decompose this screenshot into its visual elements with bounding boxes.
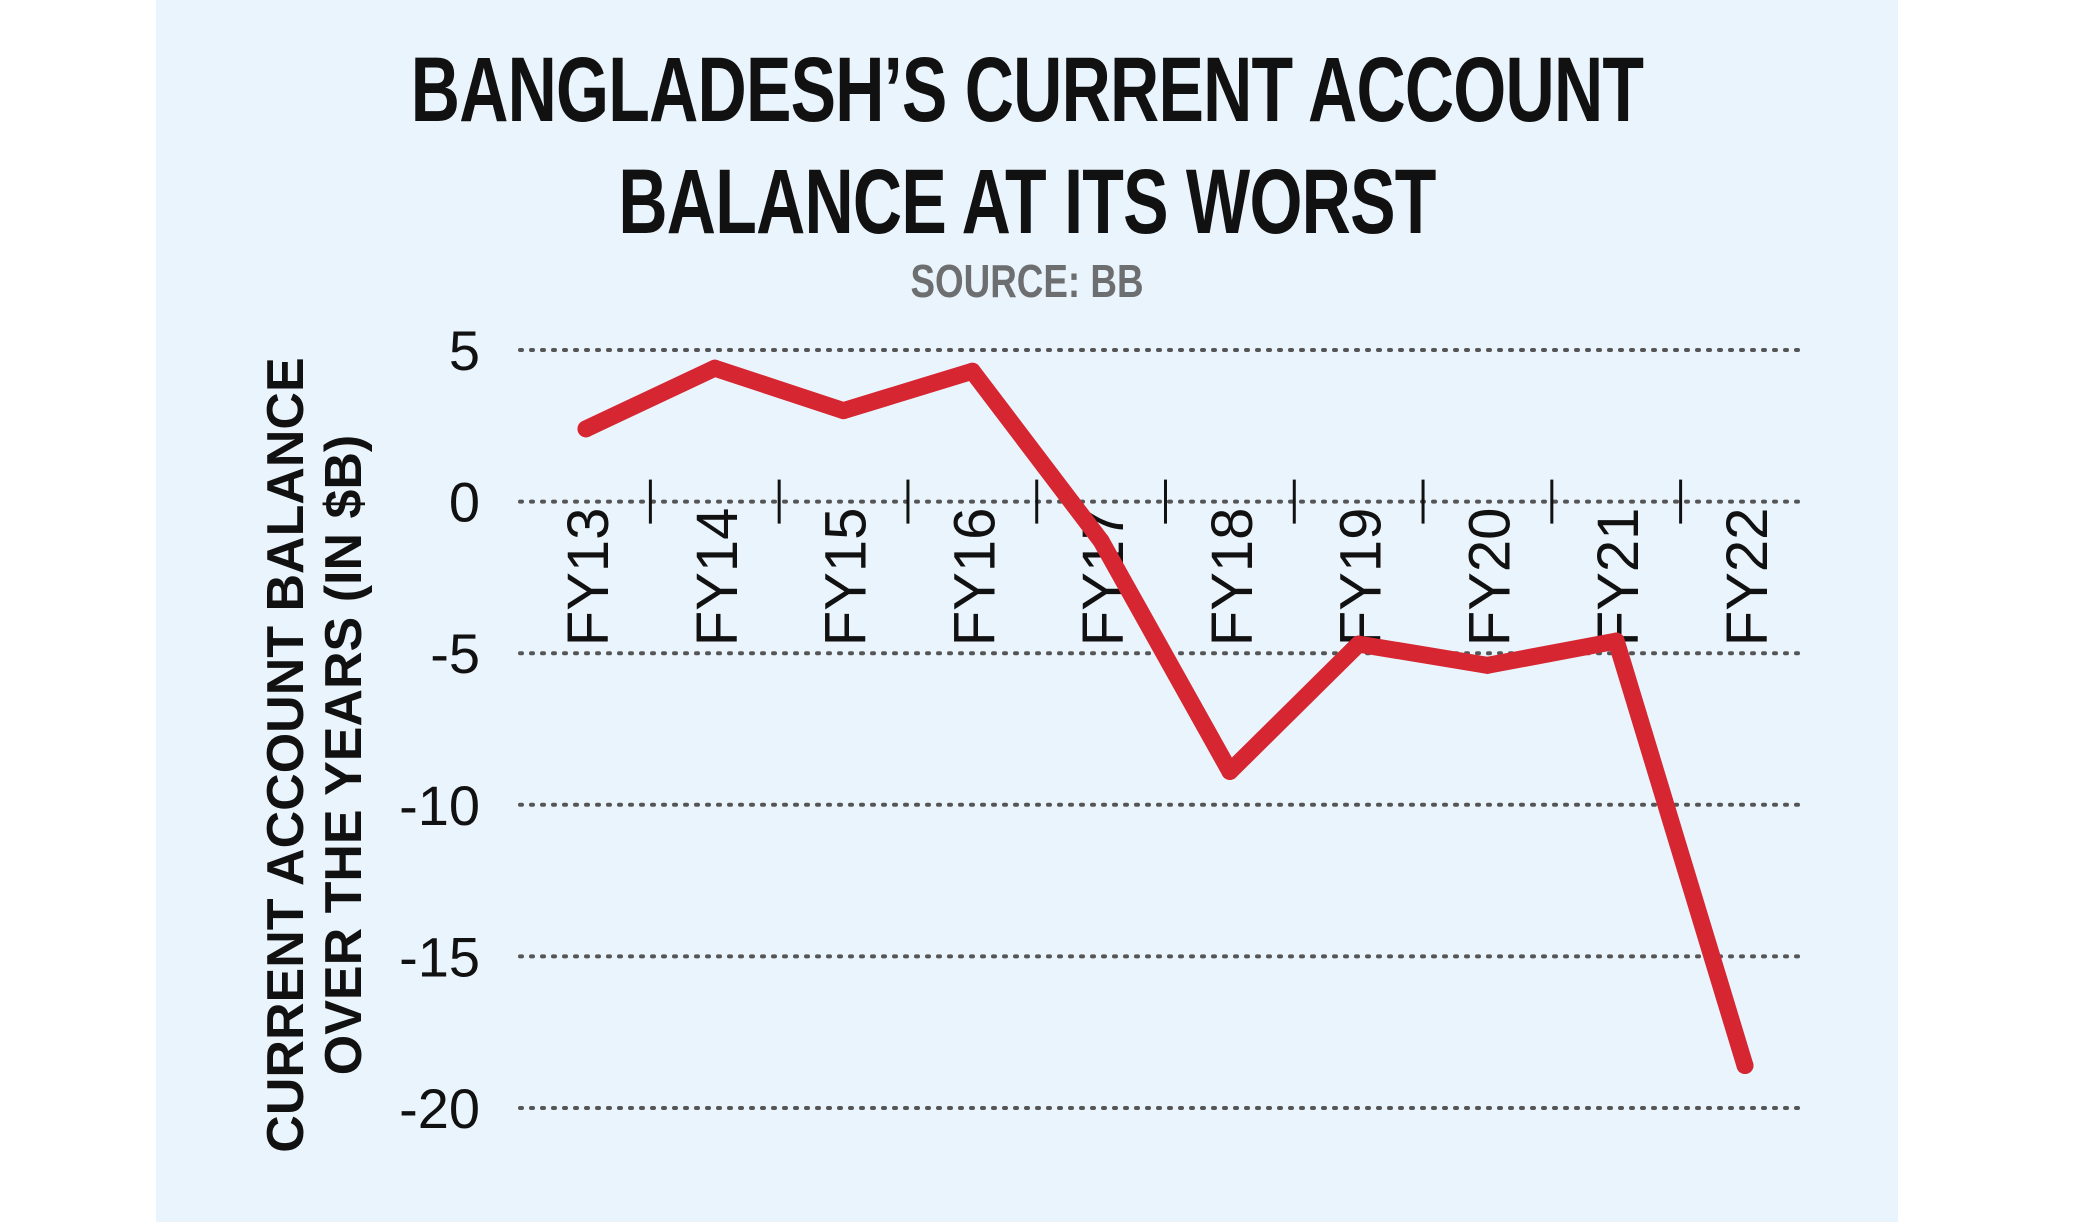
x-tick-label: FY15 — [814, 508, 879, 647]
y-tick-label: -10 — [399, 774, 480, 837]
y-axis-label: CURRENT ACCOUNT BALANCE OVER THE YEARS (… — [257, 357, 373, 1152]
chart-title: BANGLADESH’S CURRENT ACCOUNT BALANCE AT … — [382, 34, 1671, 258]
data-point — [1607, 632, 1625, 650]
series-group — [577, 359, 1754, 1075]
y-tick-label: 5 — [449, 319, 480, 382]
source-label: SOURCE: BB — [910, 255, 1144, 307]
data-point — [1221, 762, 1239, 780]
y-axis-label-line-1: CURRENT ACCOUNT BALANCE — [257, 357, 315, 1152]
data-point — [1092, 532, 1110, 550]
chart-background — [156, 0, 1898, 1222]
y-tick-label: 0 — [449, 471, 480, 534]
x-tick-label: FY20 — [1457, 508, 1522, 647]
y-tick-label: -20 — [399, 1077, 480, 1140]
y-tick-label: -5 — [430, 622, 480, 685]
x-tick-label: FY16 — [942, 508, 1007, 647]
data-point — [963, 362, 981, 380]
y-tick-label: -15 — [399, 925, 480, 988]
series-line — [577, 359, 1754, 1075]
y-axis-ticks: 5 0 -5 -10 -15 -20 — [399, 319, 480, 1140]
y-axis-label-line-2: OVER THE YEARS (IN $B) — [315, 435, 373, 1075]
data-point — [1736, 1057, 1754, 1075]
x-tick-label: FY14 — [685, 508, 750, 647]
data-point — [835, 402, 853, 420]
x-tick-label: FY13 — [556, 508, 621, 647]
chart-title-line-1: BANGLADESH’S CURRENT ACCOUNT — [410, 39, 1644, 141]
x-tick-label: FY22 — [1715, 508, 1780, 647]
x-tick-label: FY21 — [1586, 508, 1651, 647]
x-tick-label: FY18 — [1200, 508, 1265, 647]
gridlines — [518, 348, 1807, 1110]
x-axis-ticks: FY13 FY14 FY15 FY16 FY17 FY18 FY19 FY20 FY21 FY22 — [556, 479, 1780, 647]
chart-title-line-2: BALANCE AT ITS WORST — [618, 151, 1436, 253]
x-tick-label: FY19 — [1329, 508, 1394, 647]
data-point — [706, 359, 724, 377]
data-point — [1350, 635, 1368, 653]
data-point — [1478, 656, 1496, 674]
data-point — [577, 420, 595, 438]
